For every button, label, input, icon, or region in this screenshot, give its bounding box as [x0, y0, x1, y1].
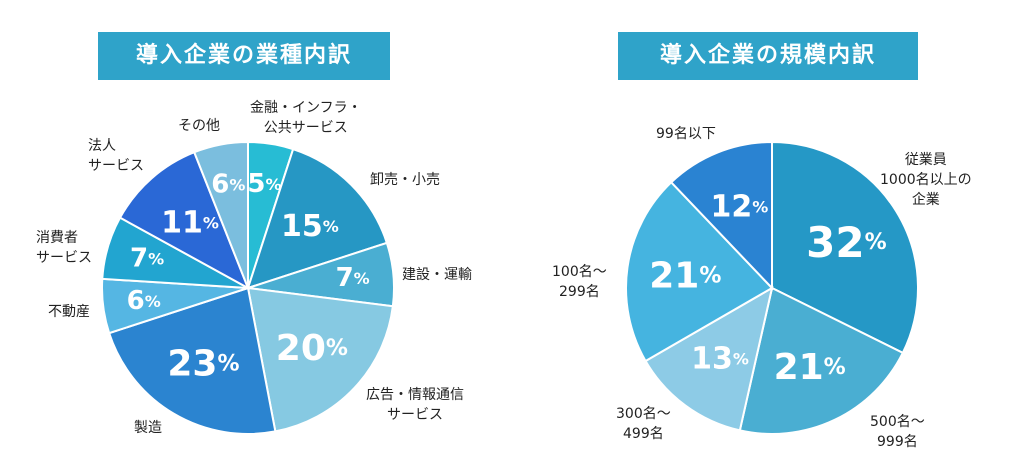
pie1-value-5: 6%	[127, 286, 161, 316]
label-advertising: 広告・情報通信 サービス	[366, 387, 464, 423]
label-other: その他	[178, 118, 220, 134]
pie1-value-1: 15%	[281, 209, 339, 244]
pie1-slice-7	[118, 150, 250, 291]
label-corporate: 法人 サービス	[88, 138, 144, 174]
pie1-slice-4	[107, 286, 277, 435]
pie2-value-4: 12%	[711, 189, 769, 224]
label-manufacturing: 製造	[134, 420, 162, 436]
label-consumer: 消費者 サービス	[36, 230, 92, 266]
pie1-slice-8	[192, 140, 249, 289]
pie1-value-0: 5%	[247, 169, 281, 199]
pie2-slice-0	[771, 140, 919, 355]
label-300-499: 300名～ 499名	[616, 406, 671, 442]
label-100-299: 100名～ 299名	[552, 264, 607, 300]
label-wholesale: 卸売・小売	[370, 172, 440, 188]
pie2-value-1: 21%	[774, 347, 846, 388]
label-finance: 金融・インフラ・ 公共サービス	[250, 100, 362, 136]
label-500-999: 500名～ 999名	[870, 414, 925, 450]
label-under99: 99名以下	[656, 126, 716, 142]
pie2-value-2: 13%	[691, 341, 749, 376]
label-1000plus: 従業員 1000名以上の 企業	[880, 152, 972, 208]
chart-title-size: 導入企業の規模内訳	[618, 32, 918, 80]
pie1-value-8: 6%	[211, 170, 245, 200]
label-construction: 建設・運輸	[402, 267, 472, 283]
pie1-value-2: 7%	[336, 263, 370, 293]
pie2-slice-1	[738, 286, 905, 435]
pie2-slice-2	[644, 285, 774, 432]
pie1-value-3: 20%	[276, 327, 348, 368]
pie2-slice-4	[669, 140, 773, 291]
pie1-value-6: 7%	[130, 244, 164, 274]
pie1-slice-3	[246, 286, 394, 433]
label-realestate: 不動産	[48, 304, 90, 320]
chart-title-industry: 導入企業の業種内訳	[98, 32, 390, 80]
pie2-slice-3	[625, 180, 774, 363]
pie2-value-3: 21%	[649, 255, 721, 296]
pie2-value-0: 32%	[806, 217, 887, 266]
pie1-value-4: 23%	[167, 343, 239, 384]
pie1-value-7: 11%	[161, 205, 219, 240]
